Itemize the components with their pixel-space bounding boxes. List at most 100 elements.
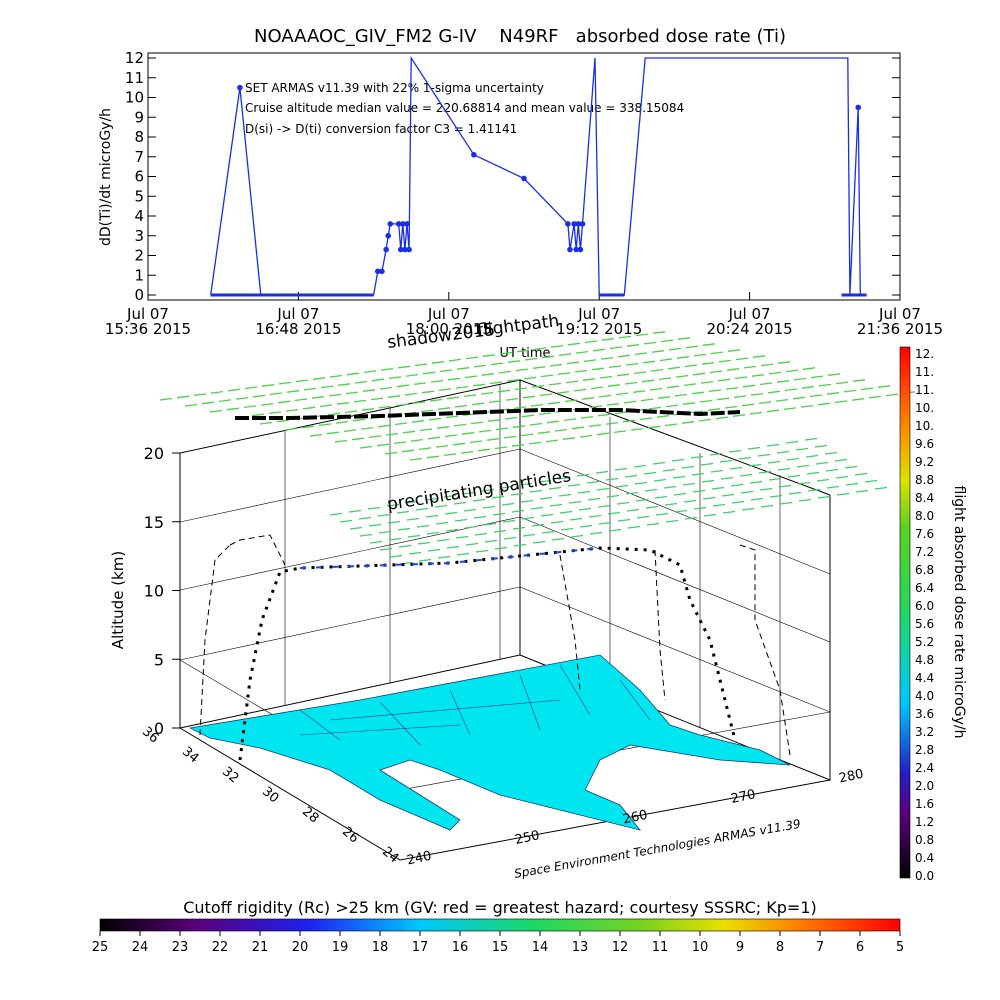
rigidity-tick-label: 13	[572, 940, 589, 955]
annotation-flightpath: flightpath	[476, 311, 560, 341]
lat-tick-label: 30	[259, 784, 281, 806]
particle-arrow	[834, 400, 848, 404]
particle-arrow	[413, 382, 427, 386]
particle-arrow	[268, 411, 282, 415]
particle-arrow	[549, 503, 563, 507]
particle-arrow	[521, 516, 535, 520]
particle-arrow	[855, 489, 869, 493]
particle-arrow	[596, 487, 610, 491]
particle-arrow	[412, 401, 426, 404]
colorbar-tick-label: 0.8	[915, 833, 934, 847]
particle-arrow	[469, 440, 483, 444]
particle-arrow	[784, 388, 798, 392]
colorbar-ticks: 0.0 0.4 0.8 1.2 1.6 2.0 2.4 2.8 3.2 3.6 4.0 4.4 4.8 5…	[915, 347, 934, 883]
rigidity-tick-label: 25	[92, 940, 109, 955]
x-tick-label-date: Jul 07	[427, 305, 470, 323]
particle-arrow	[788, 491, 802, 495]
particle-arrow	[407, 534, 421, 538]
flightpath-projection	[199, 534, 791, 756]
particle-arrow	[436, 426, 450, 429]
particle-arrow	[244, 386, 258, 390]
particle-arrow	[795, 447, 809, 451]
particle-arrow	[550, 520, 564, 524]
particle-arrow	[758, 470, 772, 474]
particle-arrow	[481, 373, 495, 376]
particle-arrow	[410, 438, 424, 442]
particle-arrow	[361, 408, 375, 411]
particle-arrow	[659, 358, 673, 362]
particle-arrow	[443, 494, 457, 498]
particle-arrow	[477, 448, 491, 452]
rigidity-tick-label: 21	[252, 940, 269, 955]
particle-arrow	[387, 395, 401, 398]
particle-arrow	[478, 429, 492, 433]
particle-arrow	[380, 367, 394, 371]
particle-arrow	[752, 355, 766, 358]
particle-arrow	[447, 377, 461, 381]
particle-arrow	[522, 533, 536, 537]
particle-arrow	[563, 418, 577, 422]
particle-arrow	[719, 459, 733, 463]
particle-arrow	[388, 376, 402, 380]
particle-arrow	[498, 370, 512, 374]
particle-arrow	[606, 403, 620, 406]
particle-arrow	[605, 421, 619, 425]
y-tick-label: 12	[125, 49, 144, 67]
particle-arrow	[318, 423, 332, 427]
y-tick-label: 3	[134, 227, 144, 245]
y-tick-label: 6	[134, 168, 144, 186]
colorbar-tick-label: 0.0	[915, 869, 934, 883]
particle-arrow	[448, 358, 462, 362]
particle-arrow	[460, 450, 474, 454]
colorbar-tick-label: 8.8	[915, 473, 934, 487]
particle-arrow	[404, 392, 418, 396]
particle-arrow	[384, 451, 398, 455]
rigidity-tick-label: 8	[776, 940, 784, 955]
particle-arrow	[743, 365, 757, 369]
series-point	[579, 221, 586, 227]
particle-arrow	[538, 412, 552, 416]
z-tick-label: 20	[144, 444, 164, 463]
particle-arrow	[489, 381, 503, 385]
particle-arrow	[554, 428, 568, 432]
particle-arrow	[657, 396, 671, 399]
particle-arrow	[616, 501, 630, 505]
particle-arrow	[369, 540, 383, 544]
particle-arrow	[732, 414, 746, 417]
particle-arrow	[484, 539, 498, 543]
particle-arrow	[446, 396, 460, 400]
dose-rate-timeseries: NOAAAOC_GIV_FM2 G-IV N49RF absorbed dose…	[98, 26, 943, 361]
particle-arrow	[201, 401, 215, 405]
particle-arrow	[465, 542, 479, 546]
particle-arrow	[439, 369, 453, 373]
colorbar-tick-label: 12.	[915, 347, 934, 361]
particle-arrow	[438, 388, 452, 392]
particle-arrow	[541, 355, 555, 359]
particle-arrow	[739, 473, 753, 477]
particle-arrow	[455, 385, 469, 389]
particle-arrow	[329, 374, 343, 378]
rigidity-tick-label: 6	[856, 940, 864, 955]
particle-arrow	[345, 391, 359, 395]
particle-arrow	[699, 399, 713, 403]
rigidity-tick-label: 5	[896, 940, 904, 955]
particle-arrow	[627, 525, 641, 529]
y-tick-label: 9	[134, 108, 144, 126]
series-point	[379, 268, 385, 275]
particle-arrow	[560, 527, 574, 531]
particle-arrow	[431, 361, 445, 364]
particle-arrow	[491, 495, 505, 499]
particle-arrow	[571, 426, 585, 430]
particle-arrow	[682, 482, 696, 486]
particle-arrow	[844, 465, 858, 469]
lon-tick-label: 270	[730, 787, 757, 807]
particle-arrow	[717, 378, 731, 382]
particle-arrow	[269, 392, 283, 396]
particle-arrow	[809, 394, 823, 398]
particle-arrow	[539, 496, 553, 500]
lat-tick-label: 24	[379, 844, 401, 866]
lat-tick-label: 34	[179, 744, 201, 766]
particle-arrow	[259, 421, 273, 425]
particle-arrow	[520, 499, 534, 503]
